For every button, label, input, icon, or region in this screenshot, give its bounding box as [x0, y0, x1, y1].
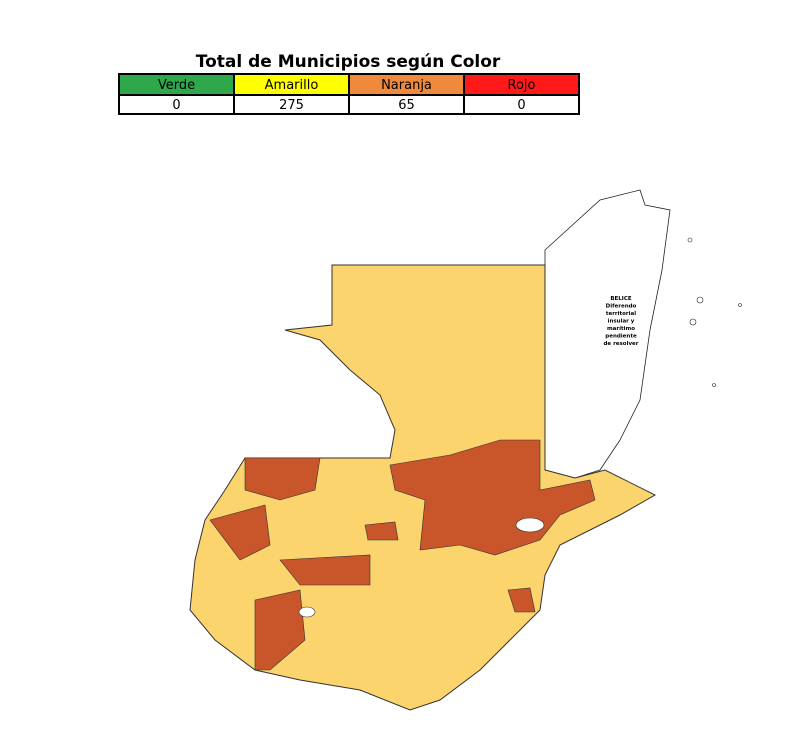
island — [696, 296, 704, 304]
region-orange — [507, 587, 536, 613]
note-line: insular y — [608, 319, 635, 325]
value-label: 0 — [172, 98, 180, 113]
region-orange — [254, 589, 306, 671]
island — [738, 303, 742, 307]
island — [687, 237, 693, 243]
island — [712, 383, 716, 387]
lake — [515, 517, 545, 533]
header-label: Amarillo — [265, 78, 319, 93]
note-line: pendiente — [605, 334, 637, 340]
value-label: 275 — [279, 98, 304, 113]
value-label: 0 — [517, 98, 525, 113]
value-label: 65 — [398, 98, 415, 113]
table-title: Total de Municipios según Color — [196, 52, 501, 72]
note-line: BELICE — [610, 296, 632, 302]
region-orange — [364, 521, 399, 541]
value-cell — [463, 94, 580, 115]
island — [689, 318, 697, 326]
region-orange — [244, 457, 321, 501]
header-label: Verde — [158, 78, 195, 93]
note-line: Diferendo — [606, 304, 637, 310]
note-line: de resolver — [604, 341, 639, 347]
header-label: Naranja — [381, 78, 432, 93]
header-label: Rojo — [508, 78, 536, 93]
region-orange — [209, 504, 271, 561]
summary-table: Verde 0 Amarillo 275 Naranja 65 Rojo 0 — [118, 73, 580, 115]
note-line: territorial — [606, 311, 636, 317]
note-line: marítimo — [607, 325, 635, 332]
region-orange — [279, 554, 371, 586]
lake — [298, 606, 316, 618]
